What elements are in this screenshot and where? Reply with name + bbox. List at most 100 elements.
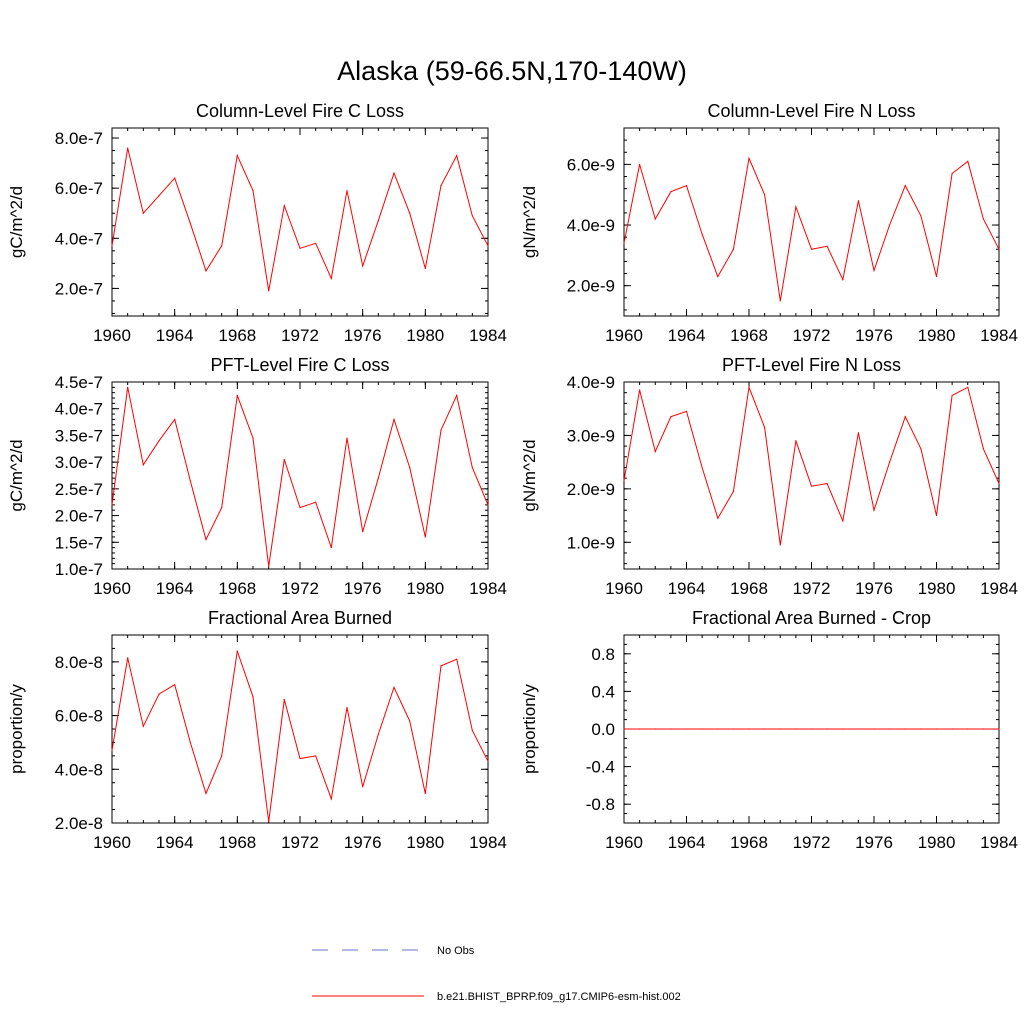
- data-point: [221, 755, 223, 757]
- data-point: [346, 706, 348, 709]
- data-point: [393, 172, 395, 174]
- x-tick-label: 1960: [93, 326, 131, 345]
- data-point: [393, 686, 395, 688]
- data-point: [857, 200, 859, 202]
- data-point: [904, 416, 906, 418]
- y-tick-label: 2.0e-9: [567, 277, 615, 296]
- data-point: [764, 426, 766, 429]
- data-point: [456, 394, 458, 396]
- data-point: [174, 418, 176, 420]
- x-tick-label: 1972: [793, 326, 831, 345]
- data-point: [795, 440, 797, 442]
- x-tick-label: 1976: [344, 833, 382, 852]
- x-tick-label: 1980: [406, 833, 444, 852]
- y-tick-label: -0.8: [586, 795, 615, 814]
- data-point: [377, 733, 379, 735]
- y-tick-label: 2.0e-7: [55, 507, 103, 526]
- y-axis-label: gN/m^2/d: [520, 186, 539, 258]
- data-point: [732, 248, 734, 250]
- data-point: [283, 205, 285, 207]
- x-tick-label: 1984: [980, 326, 1018, 345]
- data-point: [982, 448, 984, 450]
- data-point: [842, 279, 844, 281]
- data-point: [221, 506, 223, 509]
- data-point: [701, 233, 703, 235]
- data-point: [252, 696, 254, 698]
- plot-frame: [111, 381, 489, 570]
- y-tick-label: 0.4: [591, 682, 615, 701]
- y-tick-label: 4.0e-9: [567, 216, 615, 235]
- x-tick-label: 1960: [605, 833, 643, 852]
- y-tick-label: 2.0e-9: [567, 480, 615, 499]
- data-point: [174, 177, 176, 179]
- y-tick-label: 3.0e-9: [567, 426, 615, 445]
- x-tick-label: 1968: [218, 833, 256, 852]
- x-tick-label: 1980: [406, 326, 444, 345]
- x-tick-label: 1984: [469, 326, 507, 345]
- data-point: [424, 267, 426, 269]
- data-point: [111, 749, 113, 752]
- data-point: [717, 517, 719, 519]
- series-line: [111, 650, 489, 822]
- x-tick-label: 1980: [918, 833, 956, 852]
- data-point: [362, 531, 364, 533]
- data-point: [299, 506, 301, 509]
- series-line: [111, 147, 489, 291]
- data-point: [857, 728, 859, 730]
- data-point: [873, 509, 875, 511]
- data-point: [330, 798, 332, 800]
- data-point: [221, 245, 223, 247]
- data-point: [732, 728, 734, 730]
- data-point: [904, 728, 906, 730]
- data-point: [920, 728, 922, 730]
- data-point: [158, 693, 160, 695]
- data-point: [471, 729, 473, 731]
- y-tick-label: 1.0e-7: [55, 560, 103, 579]
- data-point: [440, 665, 442, 667]
- x-tick-label: 1964: [668, 833, 706, 852]
- y-tick-label: 6.0e-9: [567, 155, 615, 174]
- data-point: [826, 728, 828, 730]
- data-point: [982, 218, 984, 220]
- x-tick-label: 1976: [344, 326, 382, 345]
- y-tick-label: 8.0e-8: [55, 653, 103, 672]
- data-point: [717, 728, 719, 730]
- data-point: [670, 191, 672, 193]
- panel-title: Column-Level Fire N Loss: [707, 101, 915, 121]
- data-point: [810, 485, 813, 487]
- y-tick-label: 4.0e-7: [55, 400, 103, 419]
- data-point: [283, 458, 285, 461]
- data-point: [377, 477, 379, 479]
- x-tick-label: 1980: [918, 326, 956, 345]
- x-tick-label: 1964: [156, 579, 194, 598]
- series-line: [623, 385, 1000, 546]
- data-point: [362, 265, 364, 267]
- data-point: [409, 212, 411, 214]
- data-point: [127, 657, 129, 659]
- data-point: [982, 728, 984, 730]
- data-point: [935, 514, 938, 517]
- panel-4: PFT-Level Fire N Loss 1960 1964 1968 1972 197…: [520, 355, 1018, 598]
- data-point: [440, 429, 442, 431]
- data-point: [701, 466, 703, 469]
- x-tick-label: 1984: [980, 833, 1018, 852]
- x-tick-label: 1972: [793, 833, 831, 852]
- y-tick-label: 1.0e-9: [567, 533, 615, 552]
- data-point: [654, 450, 656, 453]
- data-point: [283, 698, 285, 701]
- data-point: [189, 741, 191, 744]
- data-point: [236, 154, 238, 157]
- data-point: [252, 190, 254, 192]
- series-line: [111, 387, 489, 567]
- x-tick-label: 1964: [156, 833, 194, 852]
- data-point: [795, 728, 797, 730]
- data-point: [315, 501, 317, 503]
- data-point: [873, 728, 875, 730]
- data-point: [205, 792, 207, 795]
- y-tick-label: 4.5e-7: [55, 373, 103, 392]
- plot-frame: [623, 381, 1000, 570]
- data-point: [889, 728, 891, 730]
- plot-frame: [623, 127, 1000, 317]
- data-point: [424, 792, 426, 795]
- data-point: [487, 504, 489, 506]
